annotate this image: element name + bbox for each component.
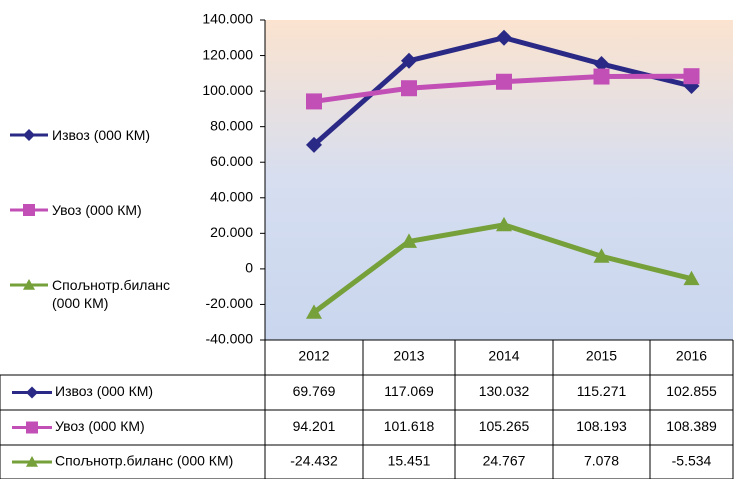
table-cell: 102.855	[666, 383, 717, 399]
y-tick-label: -40.000	[206, 331, 254, 347]
y-tick-label: 80.000	[210, 117, 253, 133]
marker	[593, 248, 610, 263]
legend-label: Увоз (000 КМ)	[52, 202, 142, 218]
marker	[593, 68, 610, 85]
x-tick-label: 2015	[586, 348, 617, 364]
marker	[306, 93, 322, 110]
table-cell: 101.618	[384, 418, 435, 434]
marker	[401, 80, 417, 97]
y-tick-label: 60.000	[210, 153, 253, 169]
y-tick-label: 20.000	[210, 224, 253, 240]
marker	[26, 386, 38, 399]
marker	[26, 421, 38, 434]
x-tick-label: 2012	[298, 348, 329, 364]
table-cell: 7.078	[584, 453, 619, 469]
marker	[683, 270, 700, 286]
y-tick-label: 140.000	[202, 11, 253, 27]
table-row-label: Спољнотр.биланс (000 КМ)	[55, 453, 233, 469]
y-tick-label: 40.000	[210, 188, 253, 204]
marker	[496, 29, 512, 46]
table-cell: 69.769	[293, 383, 336, 399]
marker	[496, 216, 512, 232]
y-tick-label: 0	[245, 260, 253, 276]
marker	[401, 233, 417, 248]
table-cell: 117.069	[384, 383, 434, 399]
table-cell: -5.534	[672, 453, 712, 469]
table-cell: -24.432	[290, 453, 338, 469]
legend-label: Извоз (000 КМ)	[52, 127, 151, 143]
marker	[306, 304, 322, 319]
marker	[306, 136, 322, 153]
y-tick-label: 100.000	[202, 82, 253, 98]
marker	[683, 68, 700, 85]
legend-label: Спољнотр.биланс (000 КМ)	[52, 277, 170, 311]
table-row-label: Увоз (000 КМ)	[55, 418, 145, 434]
plot-area	[265, 20, 733, 340]
marker	[23, 204, 35, 216]
table-cell: 130.032	[479, 383, 530, 399]
marker	[23, 129, 35, 141]
table-cell: 108.193	[576, 418, 627, 434]
y-tick-label: 120.000	[202, 46, 253, 62]
x-tick-label: 2014	[488, 348, 519, 364]
marker	[593, 55, 610, 72]
y-tick-label: -20.000	[206, 295, 254, 311]
table-cell: 15.451	[388, 453, 431, 469]
marker	[496, 73, 512, 90]
table-cell: 108.389	[666, 418, 717, 434]
marker	[401, 52, 417, 69]
marker	[26, 456, 38, 467]
table-cell: 115.271	[577, 383, 627, 399]
x-tick-label: 2013	[393, 348, 424, 364]
table-cell: 94.201	[293, 418, 336, 434]
table-cell: 24.767	[483, 453, 526, 469]
marker	[23, 279, 35, 290]
table-cell: 105.265	[479, 418, 530, 434]
x-tick-label: 2016	[676, 348, 707, 364]
table-row-label: Извоз (000 КМ)	[55, 383, 153, 399]
